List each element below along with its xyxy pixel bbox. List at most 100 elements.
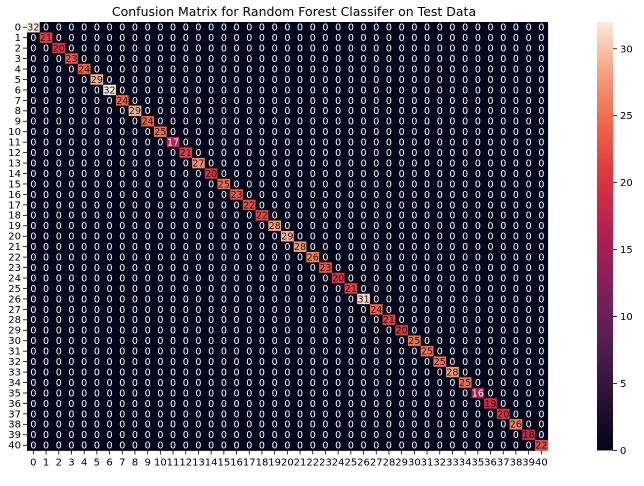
- heatmap-cell: [204, 387, 218, 399]
- heatmap-cell: [268, 22, 282, 33]
- cell-annotation: 0: [81, 190, 87, 201]
- cell-annotation: 0: [221, 221, 227, 232]
- heatmap-cell: [496, 304, 510, 315]
- heatmap-cell: [319, 136, 333, 148]
- heatmap-cell: [179, 335, 193, 347]
- cell-annotation: 0: [475, 336, 481, 347]
- cell-annotation: 0: [526, 54, 532, 65]
- cell-annotation: 0: [373, 169, 379, 180]
- cell-annotation: 0: [170, 106, 176, 117]
- heatmap-cell: [242, 84, 256, 96]
- heatmap-cell: [255, 42, 269, 54]
- heatmap-cell: [420, 199, 434, 211]
- cell-annotation: 0: [500, 441, 506, 452]
- heatmap-cell: [509, 231, 523, 242]
- cell-annotation: 0: [310, 420, 316, 431]
- heatmap-cell: [192, 32, 206, 44]
- heatmap-cell: [357, 105, 371, 117]
- heatmap-cell: [268, 356, 282, 368]
- cell-annotation: 0: [348, 85, 354, 96]
- heatmap-cell: [293, 377, 307, 389]
- heatmap-cell: [446, 356, 460, 368]
- cell-annotation: 0: [526, 357, 532, 368]
- cell-annotation: 0: [475, 221, 481, 232]
- cell-annotation: 0: [234, 138, 240, 149]
- heatmap-cell: [433, 32, 447, 44]
- heatmap-cell: [484, 147, 498, 159]
- heatmap-cell: [369, 147, 383, 159]
- cell-annotation: 0: [221, 305, 227, 316]
- cell-annotation: 0: [348, 127, 354, 138]
- cell-annotation: 0: [234, 158, 240, 169]
- heatmap-cell: [255, 283, 269, 295]
- cell-annotation: 0: [68, 23, 74, 34]
- cell-annotation: 0: [411, 305, 417, 316]
- cell-annotation: 0: [259, 127, 265, 138]
- heatmap-cell: [331, 304, 345, 315]
- cell-annotation: 0: [43, 420, 49, 431]
- cell-annotation: 0: [386, 420, 392, 431]
- cell-annotation: 0: [30, 44, 36, 55]
- heatmap-cell: [458, 210, 472, 221]
- cell-annotation: 0: [424, 326, 430, 337]
- cell-annotation: 0: [411, 263, 417, 274]
- cell-annotation: 0: [43, 284, 49, 295]
- heatmap-cell: [217, 32, 231, 44]
- heatmap-cell: [420, 408, 434, 420]
- cell-annotation: 0: [424, 388, 430, 399]
- heatmap-cell: [420, 345, 434, 357]
- heatmap-cell: [154, 147, 168, 159]
- cell-annotation: 0: [513, 347, 519, 358]
- cell-annotation: 0: [386, 388, 392, 399]
- cell-annotation: 0: [145, 169, 151, 180]
- heatmap-cell: [39, 283, 53, 295]
- heatmap-cell: [395, 136, 409, 148]
- heatmap-cell: [382, 377, 396, 389]
- heatmap-cell: [281, 63, 295, 75]
- heatmap-cell: [293, 168, 307, 180]
- cell-annotation: 0: [373, 357, 379, 368]
- cell-annotation: 0: [234, 44, 240, 55]
- heatmap-cell: [522, 189, 536, 201]
- cell-annotation: 0: [399, 357, 405, 368]
- cell-annotation: 0: [462, 127, 468, 138]
- heatmap-cell: [281, 74, 295, 86]
- cell-annotation: 0: [259, 305, 265, 316]
- heatmap-cell: [293, 74, 307, 86]
- heatmap-cell: [204, 325, 218, 336]
- cell-annotation: 0: [81, 253, 87, 264]
- heatmap-cell: [496, 105, 510, 117]
- heatmap-cell: [395, 304, 409, 315]
- cell-annotation: 0: [500, 378, 506, 389]
- heatmap-cell: [268, 398, 282, 410]
- cell-annotation: 25: [434, 357, 446, 368]
- heatmap-cell: [382, 398, 396, 410]
- heatmap-cell: [39, 189, 53, 201]
- cell-annotation: 0: [132, 420, 138, 431]
- cell-annotation: 0: [68, 211, 74, 222]
- heatmap-cell: [90, 262, 104, 274]
- heatmap-cell: [27, 210, 41, 221]
- cell-annotation: 0: [322, 441, 328, 452]
- heatmap-cell: [281, 42, 295, 54]
- cell-annotation: 0: [310, 357, 316, 368]
- heatmap-cell: [408, 272, 422, 284]
- cell-annotation: 0: [119, 158, 125, 169]
- heatmap-cell: [281, 262, 295, 274]
- cell-annotation: 0: [297, 179, 303, 190]
- cell-annotation: 0: [30, 284, 36, 295]
- cell-annotation: 0: [538, 242, 544, 253]
- heatmap-cell: [166, 53, 180, 65]
- heatmap-cell: [319, 293, 333, 305]
- heatmap-cell: [382, 168, 396, 180]
- heatmap-cell: [217, 293, 231, 305]
- heatmap-cell: [382, 136, 396, 148]
- heatmap-cell: [103, 377, 117, 389]
- cell-annotation: 0: [411, 138, 417, 149]
- cell-annotation: 0: [386, 430, 392, 441]
- heatmap-cell: [268, 157, 282, 169]
- heatmap-cell: [319, 22, 333, 33]
- y-tick-label: 24: [8, 273, 21, 284]
- cell-annotation: 0: [56, 169, 62, 180]
- heatmap-cell: [242, 377, 256, 389]
